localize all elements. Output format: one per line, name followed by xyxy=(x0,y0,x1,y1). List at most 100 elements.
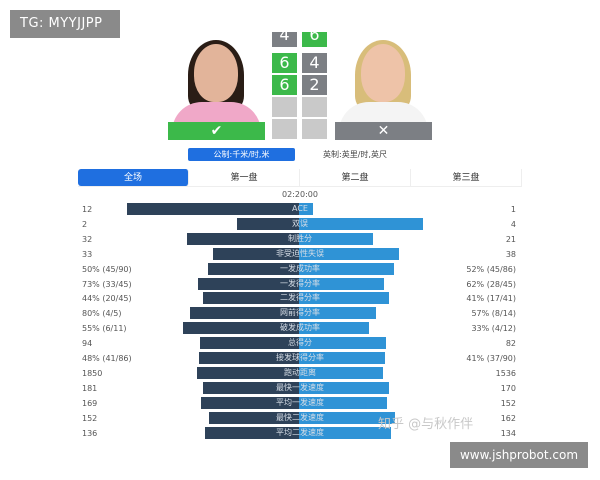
stat-row: 94 总得分 82 xyxy=(0,337,600,350)
stat-right-bar xyxy=(299,396,388,409)
stat-right-value: 38 xyxy=(505,249,516,259)
stat-left-bar xyxy=(205,426,299,439)
stat-left-bar xyxy=(182,322,299,335)
stat-label: 最快一发速度 xyxy=(276,382,324,392)
player-1-photo xyxy=(168,40,265,122)
stat-left-value: 44% (20/45) xyxy=(82,294,132,304)
stat-label: 二发得分率 xyxy=(280,293,320,303)
stat-right-value: 33% (4/12) xyxy=(471,324,516,334)
player-1-winner-check-icon: ✔ xyxy=(168,122,265,140)
stat-left-value: 169 xyxy=(82,398,98,408)
set-tabs: 全场 第一盘 第二盘 第三盘 xyxy=(78,169,522,187)
stat-right-value: 41% (17/41) xyxy=(466,294,516,304)
stat-right-value: 1536 xyxy=(495,368,516,378)
stat-label: 双误 xyxy=(292,218,308,228)
stat-label: 非受迫性失误 xyxy=(276,248,324,258)
set-4-player-2-score xyxy=(302,97,327,117)
stat-left-value: 33 xyxy=(82,249,93,259)
tab-set-3[interactable]: 第三盘 xyxy=(411,169,522,186)
stat-left-value: 50% (45/90) xyxy=(82,264,132,274)
stat-right-bar xyxy=(299,292,389,305)
stat-left-bar xyxy=(212,247,299,260)
stat-row: 181 最快一发速度 170 xyxy=(0,381,600,395)
stat-right-value: 62% (28/45) xyxy=(466,279,516,289)
stat-left-value: 1850 xyxy=(82,368,103,378)
stat-right-value: 52% (45/86) xyxy=(466,264,516,274)
stat-left-bar xyxy=(198,352,299,364)
stat-left-bar xyxy=(202,292,299,305)
stat-right-bar xyxy=(299,381,390,394)
set-4-player-1-score xyxy=(272,97,297,117)
unit-metric-button[interactable]: 公制:千米/时,米 xyxy=(188,148,295,161)
stat-left-bar xyxy=(207,262,299,275)
stat-left-bar xyxy=(199,337,299,350)
stat-right-bar xyxy=(299,217,423,230)
stat-left-bar xyxy=(208,411,299,424)
set-3-player-2-score: 2 xyxy=(302,75,327,95)
stat-row: 48% (41/86) 接发球得分率 41% (37/90) xyxy=(0,352,600,365)
stat-right-value: 1 xyxy=(510,205,516,214)
stat-label: 网前得分率 xyxy=(280,308,320,318)
stat-right-value: 170 xyxy=(500,383,516,393)
stat-row: 136 平均二发速度 134 xyxy=(0,426,600,440)
tab-set-2[interactable]: 第二盘 xyxy=(300,169,411,186)
stat-label: 破发成功率 xyxy=(280,323,320,333)
stat-left-value: 12 xyxy=(82,205,93,214)
unit-imperial-button[interactable]: 英制:英里/时,英尺 xyxy=(323,150,387,159)
stat-right-value: 162 xyxy=(500,413,516,423)
set-5-player-1-score xyxy=(272,119,297,139)
watermark-bottom-right: www.jshprobot.com xyxy=(450,442,588,468)
stat-left-bar xyxy=(197,366,299,379)
stat-label: 平均二发速度 xyxy=(276,427,324,437)
stat-row: 50% (45/90) 一发成功率 52% (45/86) xyxy=(0,262,600,276)
stat-left-bar xyxy=(190,307,299,320)
stat-right-bar xyxy=(299,322,369,335)
set-1-player-2-score: 6 xyxy=(302,32,327,47)
stat-row: 33 非受迫性失误 38 xyxy=(0,247,600,261)
stat-row: 12 ACE 1 xyxy=(0,203,600,216)
stat-label: 跑动距离 xyxy=(284,367,316,377)
stat-right-value: 134 xyxy=(500,428,516,438)
stat-right-bar xyxy=(299,411,395,424)
stat-right-value: 4 xyxy=(510,219,516,229)
set-3-player-1-score: 6 xyxy=(272,75,297,95)
stat-left-bar xyxy=(201,396,299,409)
stat-label: 总得分 xyxy=(288,338,312,348)
stat-left-value: 55% (6/11) xyxy=(82,324,127,334)
stat-right-bar xyxy=(299,247,399,260)
stat-right-bar xyxy=(299,337,386,350)
stat-label: 一发得分率 xyxy=(280,278,320,288)
watermark-top-left: TG: MYYJJPP xyxy=(10,10,120,38)
stat-left-bar xyxy=(127,203,299,215)
tab-match[interactable]: 全场 xyxy=(78,169,189,186)
stat-left-value: 73% (33/45) xyxy=(82,279,132,289)
stat-row: 32 制胜分 21 xyxy=(0,232,600,246)
stat-right-value: 82 xyxy=(505,339,516,349)
stat-right-bar xyxy=(299,307,377,320)
stat-row: 73% (33/45) 一发得分率 62% (28/45) xyxy=(0,277,600,291)
stat-left-value: 48% (41/86) xyxy=(82,354,132,363)
player-2-photo xyxy=(335,40,432,122)
player-2-loser-close-icon: ✕ xyxy=(335,122,432,140)
stat-left-value: 181 xyxy=(82,383,98,393)
stat-left-bar xyxy=(186,232,299,245)
stat-label: 平均一发速度 xyxy=(276,397,324,407)
stat-left-bar xyxy=(203,381,299,394)
match-duration: 02:20:00 xyxy=(282,190,318,199)
stat-label: 接发球得分率 xyxy=(276,353,324,362)
set-2-player-1-score: 6 xyxy=(272,53,297,73)
stat-left-value: 152 xyxy=(82,413,98,423)
stat-right-bar xyxy=(299,203,314,215)
tab-set-1[interactable]: 第一盘 xyxy=(189,169,300,186)
stat-row: 1850 跑动距离 1536 xyxy=(0,366,600,380)
stat-right-value: 41% (37/90) xyxy=(466,354,516,363)
stat-label: 一发成功率 xyxy=(280,263,320,273)
stat-right-bar xyxy=(299,426,392,439)
stat-row: 2 双误 4 xyxy=(0,217,600,231)
stat-right-bar xyxy=(299,366,384,379)
stat-left-bar xyxy=(237,217,299,230)
stat-left-value: 80% (4/5) xyxy=(82,309,122,319)
stat-right-value: 152 xyxy=(500,398,516,408)
stat-row: 169 平均一发速度 152 xyxy=(0,396,600,410)
set-1-player-1-score: 4 xyxy=(272,32,297,47)
